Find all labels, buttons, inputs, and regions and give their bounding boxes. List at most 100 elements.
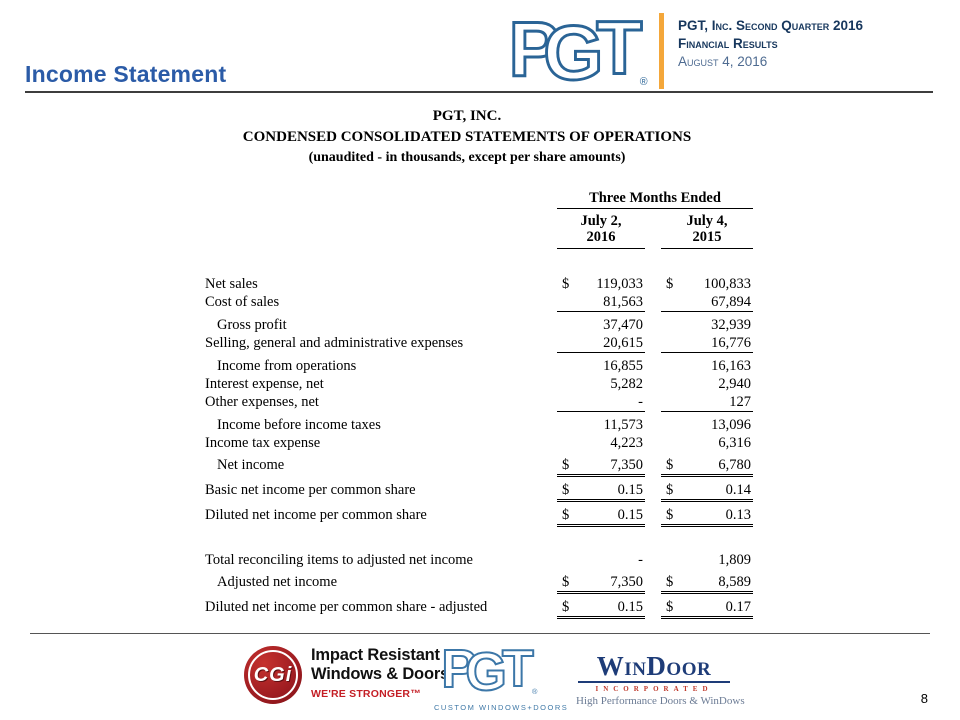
row-value-col1: 16,855 [557,357,645,375]
row-label: Income from operations [217,358,357,374]
header-accent-bar [659,13,664,89]
row-value: 127 [729,394,751,410]
svg-text:®: ® [532,687,538,696]
row-value-col1: $7,350 [557,573,645,594]
page-number: 8 [920,691,928,706]
statement-row: Selling, general and administrative expe… [205,334,753,353]
column-headers: July 2, 2016 July 4, 2015 [205,211,753,249]
svg-text:T: T [502,640,534,697]
statement-row: Income from operations 16,855 16,163 [205,357,753,375]
statement-row: Net income $7,350 $6,780 [205,456,753,477]
row-value-col2: 1,809 [661,551,753,569]
currency-symbol: $ [562,574,570,590]
windoor-incorporated: INCORPORATED [595,685,713,693]
header-text-block: PGT, Inc. Second Quarter 2016 Financial … [678,17,863,71]
header-line-1: PGT, Inc. Second Quarter 2016 [678,18,864,33]
statement-row: Other expenses, net - 127 [205,393,753,412]
row-value-col2: 32,939 [661,316,753,334]
currency-symbol: $ [562,507,570,523]
row-label: Total reconciling items to adjusted net … [205,552,473,568]
statement-row: Diluted net income per common share $0.15… [205,506,753,527]
period-header: Three Months Ended [557,190,753,209]
row-label: Adjusted net income [217,574,338,590]
cgi-tagline-2: Windows & Doors [311,665,450,683]
statement-row: Income before income taxes 11,573 13,096 [205,416,753,434]
row-value: 16,776 [711,335,751,351]
currency-symbol: $ [562,276,570,292]
row-value: 37,470 [603,317,643,333]
adjusted-statement-rows: Total reconciling items to adjusted net … [205,551,753,619]
currency-symbol: $ [666,482,674,498]
row-value-col1: 4,223 [557,434,645,452]
row-value: 20,615 [603,335,643,351]
row-value-col1: 37,470 [557,316,645,334]
row-value: 8,589 [718,574,751,590]
row-value: 67,894 [711,294,751,310]
row-value: 11,573 [603,417,643,433]
row-value: 81,563 [603,294,643,310]
row-value-col2: $6,780 [661,456,753,477]
windoor-divider [578,681,730,683]
currency-symbol: $ [666,276,674,292]
row-value-col2: 6,316 [661,434,753,452]
row-value: 1,809 [718,552,751,568]
svg-text:P: P [509,8,560,89]
row-value-col2: 16,776 [661,334,753,353]
statement-title: CONDENSED CONSOLIDATED STATEMENTS OF OPE… [242,129,692,145]
row-label: Net sales [205,276,258,292]
header-line-3: August 4, 2016 [678,54,768,69]
statement-company: PGT, INC. [432,108,502,124]
row-value: 0.17 [725,599,751,615]
row-value-col2: $0.17 [661,598,753,619]
row-value-col1: 20,615 [557,334,645,353]
cgi-slogan: WE'RE STRONGER™ [311,688,421,700]
statement-row: Total reconciling items to adjusted net … [205,551,753,569]
currency-symbol: $ [562,457,570,473]
svg-text:G: G [465,643,506,697]
svg-text:P: P [441,640,477,697]
row-value-col1: - [557,551,645,569]
row-value: 7,350 [610,574,643,590]
row-label: Diluted net income per common share [205,507,427,523]
row-value-col1: $0.15 [557,506,645,527]
row-value: 16,163 [711,358,751,374]
row-label: Interest expense, net [205,376,324,392]
statement-rows: Net sales $119,033 $100,833 Cost of sales 81… [205,275,753,527]
row-value-col2: $0.13 [661,506,753,527]
row-value: 6,780 [718,457,751,473]
currency-symbol: $ [562,599,570,615]
statement-row: Net sales $119,033 $100,833 [205,275,753,293]
column-header-2015: July 4, 2015 [661,211,753,249]
pgt-footer-logo-icon: P G T ® [440,639,538,703]
statement-row: Adjusted net income $7,350 $8,589 [205,573,753,594]
statement-row: Gross profit 37,470 32,939 [205,316,753,334]
row-value-col2: 2,940 [661,375,753,393]
page-title: Income Statement [25,61,227,87]
row-label: Net income [217,457,285,473]
row-value: 119,033 [596,276,643,292]
row-value-col1: 81,563 [557,293,645,312]
row-value: 0.13 [725,507,751,523]
statement-row: Basic net income per common share $0.15 $0… [205,481,753,502]
row-value: 32,939 [711,317,751,333]
svg-text:®: ® [640,76,648,88]
row-value: - [638,394,643,410]
currency-symbol: $ [666,457,674,473]
row-value: - [638,552,643,568]
footer-divider [30,633,930,634]
cgi-logo: CGi Impact Resistant Windows & Doors WE'… [244,646,449,704]
row-value: 7,350 [610,457,643,473]
row-value-col2: 67,894 [661,293,753,312]
income-statement: PGT, INC. CONDENSED CONSOLIDATED STATEME… [205,106,753,619]
row-label: Gross profit [217,317,287,333]
row-value-col2: 127 [661,393,753,412]
row-value: 5,282 [610,376,643,392]
row-value-col1: 11,573 [557,416,645,434]
svg-text:G: G [543,10,603,89]
row-value-col1: $7,350 [557,456,645,477]
row-label: Income tax expense [205,435,321,451]
svg-text:T: T [596,8,642,89]
row-value-col1: $0.15 [557,481,645,502]
row-value: 0.14 [725,482,751,498]
row-value: 0.15 [617,599,643,615]
